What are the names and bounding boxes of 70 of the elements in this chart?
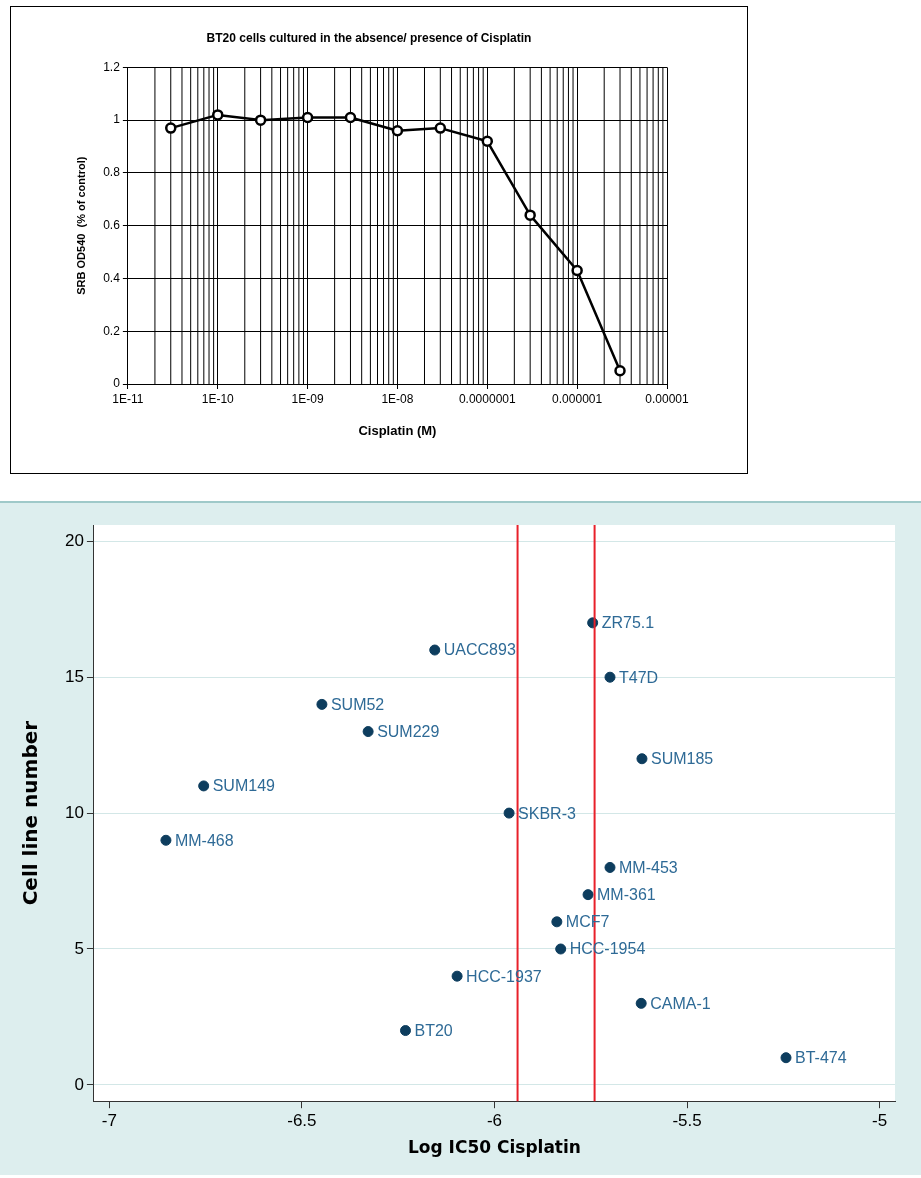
y-tick-label: 0.6 — [103, 218, 121, 233]
point — [429, 644, 441, 656]
point — [571, 264, 583, 277]
x-tick-label: -5.5 — [672, 1111, 702, 1131]
point — [635, 997, 647, 1009]
annotation: SUM52 — [330, 695, 385, 713]
annotation: MM-453 — [619, 858, 678, 876]
point — [636, 753, 648, 765]
x-tick-label: -6 — [486, 1111, 503, 1131]
annotation: SUM229 — [377, 722, 440, 740]
x-tick-label: 0.000001 — [552, 391, 603, 406]
point — [254, 114, 267, 126]
x-tick-label: 1E-09 — [291, 391, 324, 406]
point — [391, 124, 404, 137]
x-axis-title: Log IC50 Cisplatin — [407, 1137, 581, 1158]
point — [362, 726, 374, 738]
point — [524, 209, 536, 221]
point — [160, 834, 172, 846]
x-tick-label: 0.0000001 — [458, 391, 516, 406]
point — [503, 807, 515, 819]
chart-title: BT20 cells cultured in the absence/ presence of Cisplatin — [206, 30, 532, 45]
annotation: ZR75.1 — [601, 614, 655, 632]
annotation: SUM185 — [650, 750, 714, 768]
point — [434, 122, 447, 134]
annotation: CAMA-1 — [650, 994, 711, 1012]
x-tick-label: 0.00001 — [645, 391, 690, 406]
annotation: SUM149 — [212, 777, 276, 795]
point — [451, 970, 463, 982]
point — [604, 861, 616, 873]
x-tick-label: 1E-11 — [112, 391, 144, 406]
point — [582, 889, 594, 901]
y-tick-label: 0.8 — [103, 165, 121, 180]
point — [301, 111, 314, 124]
annotation: T47D — [619, 668, 659, 686]
y-tick-label: 1 — [113, 112, 121, 127]
point — [211, 109, 224, 121]
annotation: MM-361 — [597, 886, 656, 904]
x-tick-label: -7 — [101, 1111, 117, 1131]
point — [344, 111, 357, 124]
point — [198, 780, 210, 792]
annotation: MM-468 — [174, 831, 234, 849]
y-tick-label: 20 — [64, 531, 84, 550]
annotation: SKBR-3 — [518, 804, 576, 822]
point — [399, 1025, 411, 1037]
y-tick-label: 15 — [64, 666, 84, 686]
y-tick-label: 10 — [64, 802, 84, 822]
x-tick-label: -6.5 — [287, 1111, 317, 1131]
y-tick-label: 0.4 — [103, 270, 121, 285]
y-tick-label: 0 — [113, 376, 121, 391]
x-tick-label: -5 — [872, 1111, 888, 1131]
annotation: UACC893 — [443, 641, 516, 659]
annotation: BT20 — [414, 1021, 453, 1039]
annotation: BT-474 — [795, 1049, 847, 1067]
y-axis-title: SRB OD540 (% of control) — [74, 156, 87, 295]
point — [165, 122, 177, 134]
x-axis-title: Cisplatin (M) — [358, 422, 437, 438]
point — [604, 671, 616, 683]
x-tick-label: 1E-10 — [201, 391, 235, 406]
y-tick-label: 0 — [74, 1074, 84, 1094]
y-tick-label: 5 — [74, 938, 84, 958]
point — [551, 916, 563, 928]
point — [614, 365, 626, 377]
point — [316, 698, 328, 710]
y-tick-label: 1.2 — [103, 59, 121, 74]
point — [555, 943, 567, 955]
y-tick-label: 0.2 — [103, 323, 121, 338]
point — [481, 135, 494, 148]
x-tick-label: 1E-08 — [381, 391, 414, 406]
y-axis-title: Cell line number — [18, 720, 43, 906]
point — [780, 1052, 792, 1064]
